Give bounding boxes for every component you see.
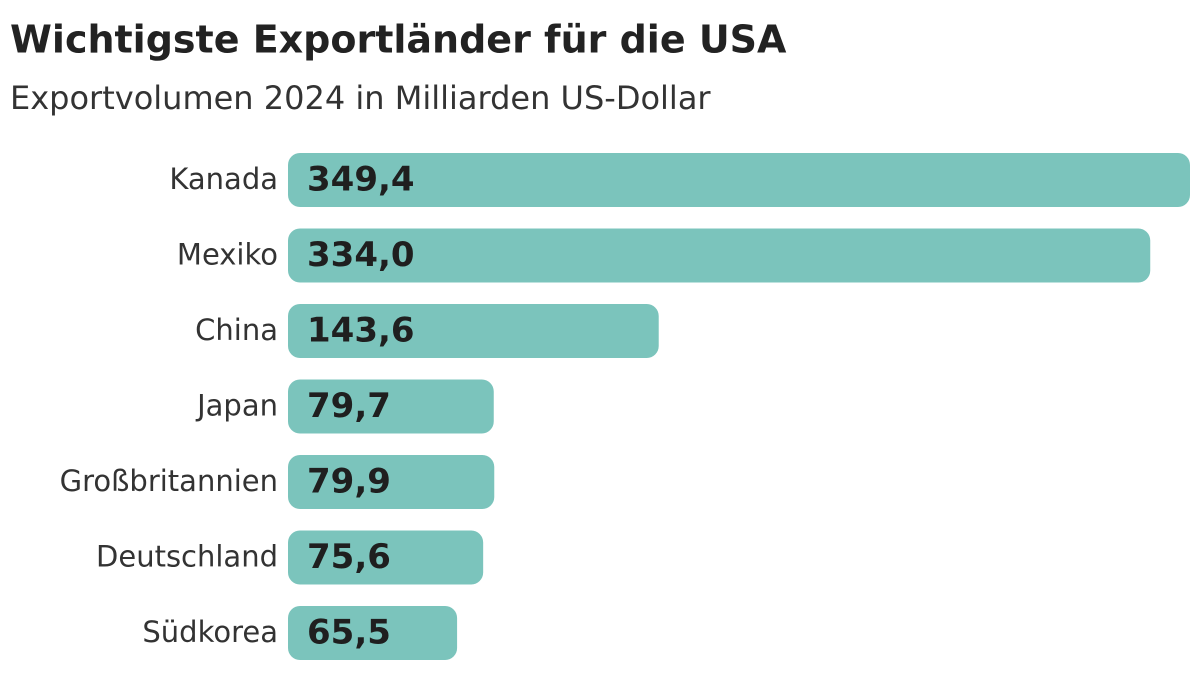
category-label: Südkorea — [142, 615, 278, 649]
value-label: 75,6 — [307, 537, 391, 577]
bar — [288, 379, 494, 434]
bar — [288, 228, 1151, 283]
bar — [288, 455, 495, 509]
bar — [288, 304, 659, 358]
category-label: Deutschland — [96, 540, 278, 574]
bar — [288, 606, 458, 660]
bar — [288, 530, 484, 585]
category-label: Kanada — [169, 162, 278, 196]
value-label: 79,9 — [307, 462, 391, 502]
value-label: 79,7 — [307, 386, 391, 426]
chart-subtitle: Exportvolumen 2024 in Milliarden US-Doll… — [10, 79, 711, 117]
category-label: China — [195, 313, 278, 347]
chart-title: Wichtigste Exportländer für die USA — [10, 18, 787, 62]
value-label: 65,5 — [307, 613, 391, 653]
category-label: Japan — [195, 389, 278, 423]
bar — [288, 153, 1190, 207]
category-label: Großbritannien — [60, 464, 278, 498]
value-label: 349,4 — [307, 160, 415, 200]
value-label: 143,6 — [307, 311, 415, 351]
category-label: Mexiko — [177, 238, 278, 272]
value-label: 334,0 — [307, 235, 415, 275]
